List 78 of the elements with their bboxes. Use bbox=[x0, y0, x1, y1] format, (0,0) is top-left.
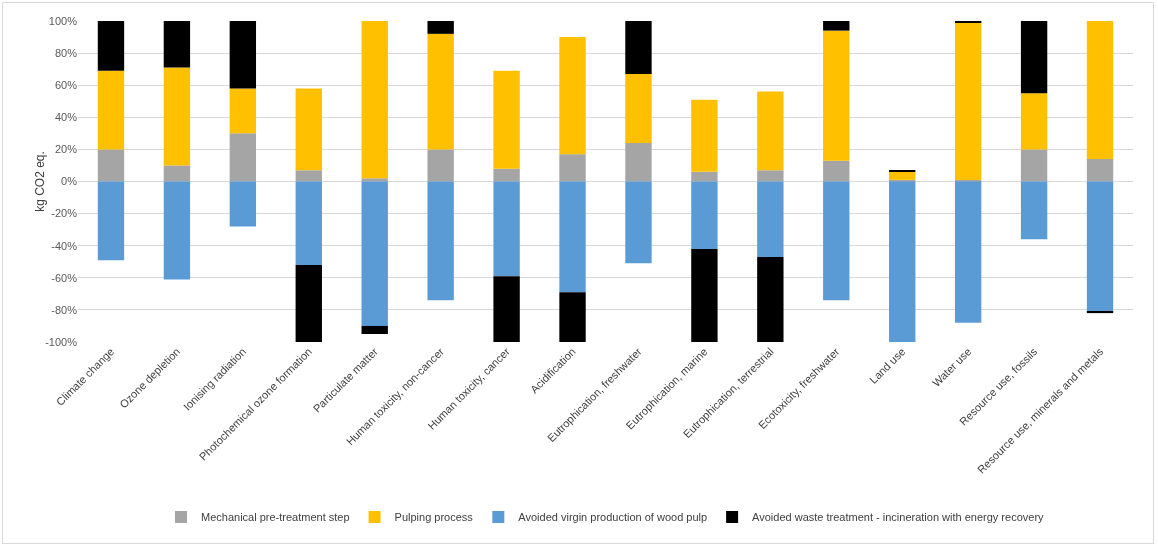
y-tick-label: 100% bbox=[48, 14, 78, 27]
y-tick-label: -100% bbox=[45, 335, 78, 348]
y-tick-label: -80% bbox=[51, 303, 78, 316]
y-tick-label: 0% bbox=[61, 175, 78, 188]
bar bbox=[493, 276, 520, 342]
bar bbox=[493, 70, 520, 169]
bar bbox=[691, 181, 718, 249]
bar bbox=[559, 37, 586, 155]
bar bbox=[295, 264, 322, 342]
legend-label: Avoided waste treatment - incineration with energy recovery bbox=[752, 511, 1045, 524]
bar bbox=[295, 181, 322, 265]
legend-label: Avoided virgin production of wood pulp bbox=[518, 511, 708, 524]
bar bbox=[757, 181, 784, 257]
bar bbox=[229, 21, 257, 89]
bar bbox=[427, 33, 454, 150]
bar bbox=[1086, 159, 1114, 182]
bar bbox=[97, 181, 125, 261]
bar bbox=[97, 21, 125, 71]
bar bbox=[823, 30, 850, 161]
bar bbox=[1020, 21, 1048, 94]
y-tick-label: 60% bbox=[54, 79, 78, 92]
bar bbox=[954, 181, 982, 323]
bar bbox=[361, 325, 388, 334]
bar bbox=[427, 21, 454, 34]
bar bbox=[163, 165, 191, 182]
legend-label: Pulping process bbox=[394, 511, 474, 524]
bar bbox=[1086, 181, 1114, 312]
bar bbox=[559, 292, 586, 342]
bar bbox=[954, 179, 982, 182]
bar bbox=[691, 171, 718, 182]
bar bbox=[361, 178, 388, 182]
y-tick-label: 20% bbox=[54, 143, 78, 156]
bar bbox=[1086, 311, 1114, 314]
bar bbox=[625, 181, 652, 264]
bar bbox=[823, 181, 850, 301]
bar bbox=[625, 73, 652, 143]
bar bbox=[295, 88, 322, 171]
bar bbox=[625, 21, 652, 74]
bar bbox=[889, 181, 916, 342]
bar bbox=[1020, 93, 1048, 150]
bar bbox=[97, 70, 125, 150]
bar bbox=[163, 21, 191, 68]
bar bbox=[691, 248, 718, 342]
y-tick-label: -20% bbox=[51, 207, 78, 220]
bar bbox=[559, 181, 586, 293]
bar bbox=[823, 21, 850, 31]
bar bbox=[889, 171, 916, 180]
bar bbox=[361, 21, 388, 179]
bar bbox=[757, 170, 784, 182]
bar bbox=[361, 181, 388, 326]
bar bbox=[823, 160, 850, 182]
bar bbox=[229, 88, 257, 134]
bar bbox=[625, 142, 652, 182]
legend-label: Mechanical pre-treatment step bbox=[201, 511, 350, 524]
bar bbox=[559, 154, 586, 182]
bar bbox=[493, 181, 520, 277]
bar bbox=[1020, 181, 1048, 240]
bar bbox=[163, 67, 191, 166]
bar bbox=[1020, 149, 1048, 182]
bar bbox=[493, 168, 520, 182]
bar bbox=[757, 256, 784, 342]
bar bbox=[889, 179, 916, 182]
bar bbox=[97, 149, 125, 182]
bar bbox=[691, 99, 718, 172]
y-tick-label: -40% bbox=[51, 239, 78, 252]
y-axis-title: kg CO2 eq. bbox=[33, 151, 47, 212]
bar bbox=[954, 22, 982, 180]
y-tick-label: -60% bbox=[51, 271, 78, 284]
bar bbox=[229, 181, 257, 227]
bar bbox=[229, 133, 257, 182]
bar bbox=[1086, 21, 1114, 160]
bar bbox=[757, 91, 784, 171]
bar bbox=[163, 181, 191, 280]
bar bbox=[427, 181, 454, 301]
bar bbox=[295, 170, 322, 182]
bar bbox=[427, 149, 454, 182]
y-tick-label: 40% bbox=[54, 111, 78, 124]
y-tick-label: 80% bbox=[54, 46, 78, 59]
